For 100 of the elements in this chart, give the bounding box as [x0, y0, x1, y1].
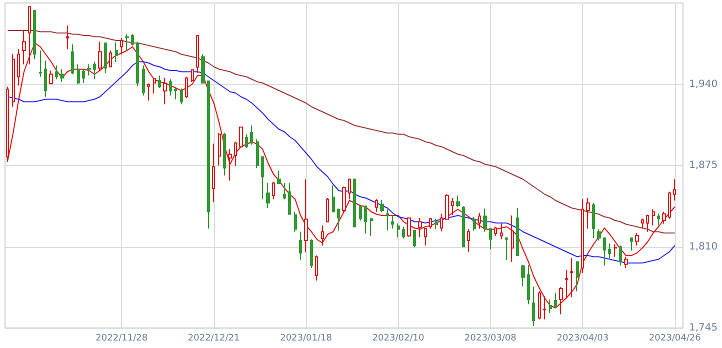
- candlestick: [407, 216, 411, 238]
- candlestick: [532, 286, 535, 326]
- x-tick-label: 2022/11/28: [96, 334, 148, 344]
- candlestick: [245, 134, 248, 148]
- candlestick: [196, 35, 199, 74]
- candlestick: [391, 215, 394, 230]
- candlestick: [174, 86, 177, 100]
- candlestick: [565, 269, 568, 298]
- candlestick: [516, 208, 519, 256]
- candlestick: [668, 191, 671, 220]
- x-tick-label: 2023/04/26: [648, 334, 702, 344]
- candlestick: [299, 231, 302, 260]
- candlestick: [147, 83, 150, 101]
- candlestick: [603, 236, 606, 266]
- candlestick: [456, 195, 460, 208]
- candlestick: [33, 10, 36, 60]
- x-tick-label: 2023/02/10: [372, 334, 424, 344]
- candlestick: [49, 70, 53, 85]
- x-tick-label: 2023/04/03: [556, 334, 609, 344]
- candlestick: [109, 50, 112, 68]
- candlestick: [586, 198, 590, 230]
- candlestick: [60, 68, 64, 82]
- candlestick: [614, 244, 617, 258]
- candlestick: [125, 34, 129, 51]
- candlestick: [451, 198, 454, 216]
- candlestick: [169, 78, 172, 96]
- candlestick: [554, 292, 557, 309]
- candlestick: [473, 216, 476, 231]
- candlestick: [218, 132, 221, 166]
- candlestick: [158, 75, 161, 88]
- candlestick: [624, 256, 628, 268]
- y-tick-label: 1,875: [689, 160, 718, 171]
- candlestick: [288, 182, 291, 215]
- candlestick: [435, 218, 438, 230]
- candlestick: [261, 156, 264, 200]
- candlestick: [386, 208, 389, 231]
- candlestick: [489, 228, 492, 250]
- candlestick: [418, 218, 422, 238]
- candlestick: [359, 205, 362, 221]
- candlestick: [483, 208, 487, 232]
- candlestick: [93, 61, 96, 80]
- candlestick: [549, 299, 552, 314]
- candlestick: [55, 65, 58, 80]
- candlestick: [364, 205, 367, 234]
- candlestick: [39, 50, 42, 78]
- candlestick: [348, 178, 351, 200]
- candlestick: [22, 30, 26, 65]
- candlestick: [337, 208, 340, 231]
- candlestick: [283, 182, 286, 200]
- candlestick: [77, 64, 80, 85]
- candlestick: [505, 236, 508, 260]
- candlestick: [185, 76, 188, 98]
- candlestick: [478, 212, 481, 230]
- y-tick-label: 1,810: [689, 241, 718, 252]
- candlestick: [657, 213, 660, 226]
- candlestick: [272, 181, 275, 200]
- candlestick: [619, 245, 622, 266]
- x-tick-label: 2023/03/08: [464, 334, 517, 344]
- candlestick: [527, 264, 530, 305]
- y-tick-label: 1,745: [689, 322, 718, 334]
- x-tick-label: 2022/12/21: [188, 334, 240, 344]
- candlestick: [608, 243, 611, 259]
- candlestick: [646, 214, 649, 232]
- candlestick: [641, 218, 644, 230]
- candlestick: [597, 228, 601, 241]
- candlestick: [228, 148, 232, 181]
- candlestick: [250, 125, 253, 146]
- candlestick: [12, 54, 15, 108]
- candlestick: [440, 213, 443, 232]
- candlestick: [581, 198, 584, 274]
- x-tick-label: 2023/01/18: [280, 334, 332, 344]
- candlestick: [212, 143, 215, 203]
- candlestick: [71, 44, 74, 75]
- candlestick: [66, 25, 69, 50]
- candlestick: [87, 64, 91, 76]
- candlestick: [310, 238, 313, 268]
- candlestick: [673, 178, 676, 201]
- candlestick: [521, 264, 525, 287]
- candlestick: [223, 132, 226, 176]
- candlestick: [239, 126, 243, 148]
- candlestick: [467, 228, 470, 252]
- candlestick: [201, 54, 205, 84]
- candlestick: [592, 202, 595, 238]
- candlestick: [370, 218, 373, 236]
- candlestick: [652, 208, 655, 226]
- y-tick-label: 1,940: [689, 78, 718, 90]
- candlestick: [44, 60, 47, 98]
- candlestick: [413, 230, 416, 248]
- candlestick: [511, 215, 514, 262]
- candlestick: [180, 88, 183, 105]
- candlestick: [256, 138, 259, 168]
- candlestick: [163, 78, 167, 105]
- candlestick: [315, 255, 318, 281]
- candlestick: [424, 228, 427, 246]
- candlestick: [115, 42, 118, 62]
- candlestick: [380, 199, 384, 213]
- candlestick: [266, 182, 270, 208]
- candlestick: [353, 178, 356, 228]
- candlestick: [494, 226, 497, 236]
- candlestick: [402, 226, 405, 239]
